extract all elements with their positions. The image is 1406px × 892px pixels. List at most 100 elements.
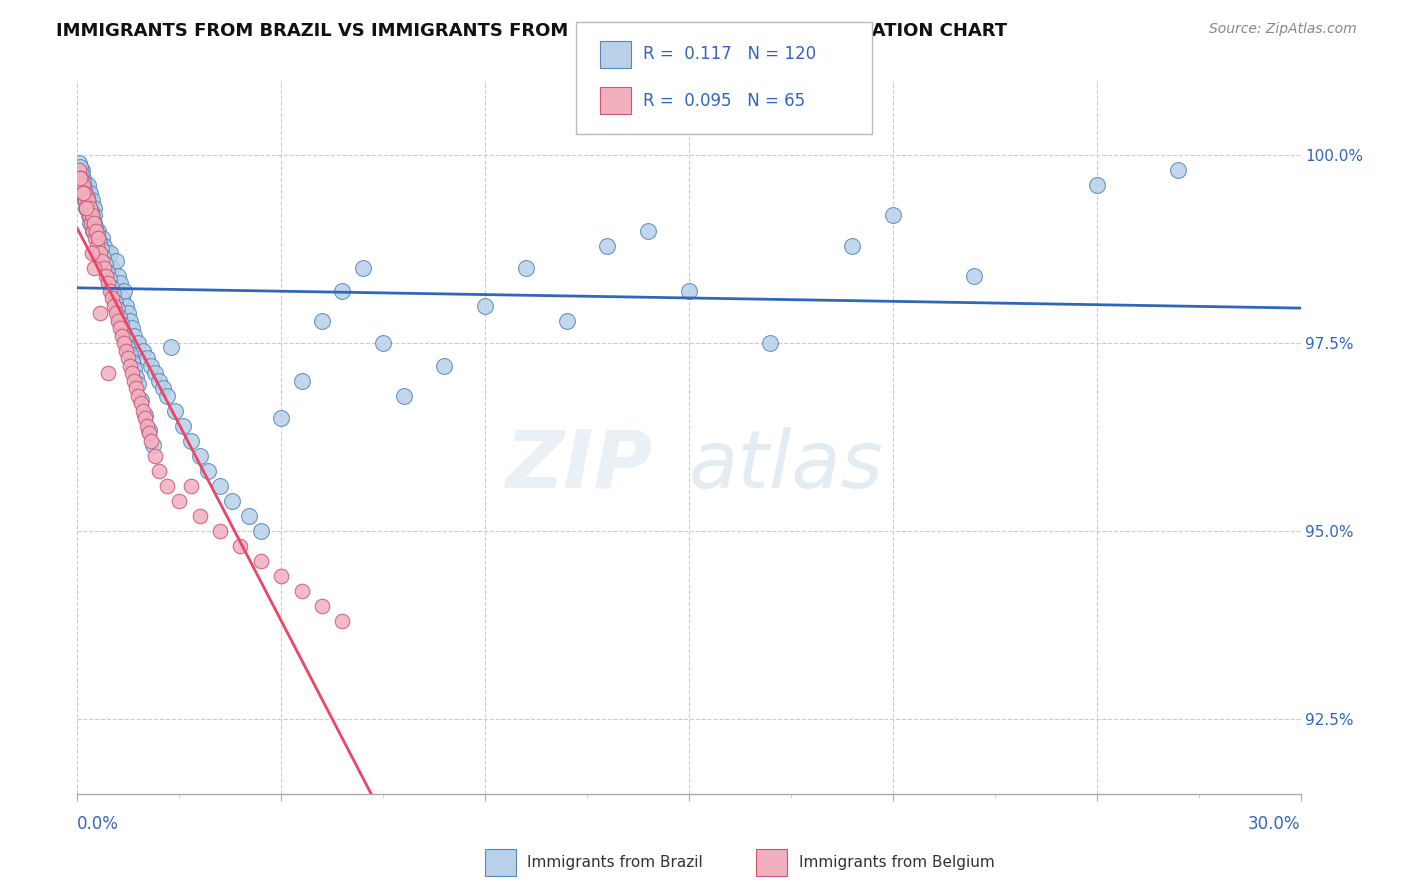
Point	[882, 209, 904, 223]
Point	[108, 310, 131, 324]
Point	[110, 318, 132, 332]
Point	[332, 614, 354, 628]
Point	[82, 223, 104, 237]
Point	[515, 261, 537, 276]
Point	[89, 246, 111, 260]
Point	[84, 223, 107, 237]
Point	[121, 355, 143, 369]
Point	[107, 284, 129, 298]
Point	[188, 449, 211, 463]
Point	[72, 178, 94, 193]
Point	[70, 170, 93, 185]
Point	[67, 156, 90, 170]
Point	[98, 246, 121, 260]
Text: atlas: atlas	[689, 426, 884, 505]
Point	[392, 389, 415, 403]
Point	[96, 265, 118, 279]
Point	[94, 268, 117, 283]
Point	[100, 280, 122, 294]
Point	[371, 336, 394, 351]
Point	[77, 209, 100, 223]
Text: Immigrants from Belgium: Immigrants from Belgium	[799, 855, 994, 870]
Point	[77, 197, 100, 211]
Point	[83, 216, 105, 230]
Point	[270, 411, 292, 425]
Point	[129, 396, 152, 410]
Point	[111, 291, 134, 305]
Point	[72, 186, 94, 200]
Point	[352, 261, 374, 276]
Point	[69, 163, 91, 178]
Point	[124, 370, 146, 384]
Point	[77, 209, 100, 223]
Point	[128, 389, 150, 403]
Point	[69, 160, 91, 174]
Point	[69, 178, 91, 193]
Point	[70, 186, 93, 200]
Point	[107, 268, 129, 283]
Point	[188, 508, 211, 523]
Point	[238, 508, 260, 523]
Point	[121, 321, 143, 335]
Point	[160, 340, 183, 354]
Point	[108, 276, 131, 290]
Point	[124, 374, 146, 388]
Point	[98, 284, 121, 298]
Point	[70, 178, 93, 193]
Point	[91, 250, 114, 264]
Point	[112, 336, 135, 351]
Point	[83, 219, 105, 234]
Point	[75, 186, 97, 200]
Point	[105, 253, 128, 268]
Point	[125, 381, 148, 395]
Point	[84, 223, 107, 237]
Point	[83, 231, 105, 245]
Point	[129, 392, 152, 407]
Point	[80, 209, 103, 223]
Point	[114, 333, 136, 347]
Text: IMMIGRANTS FROM BRAZIL VS IMMIGRANTS FROM BELGIUM 1ST GRADE CORRELATION CHART: IMMIGRANTS FROM BRAZIL VS IMMIGRANTS FRO…	[56, 22, 1007, 40]
Point	[79, 201, 101, 215]
Point	[75, 186, 97, 200]
Point	[93, 238, 115, 252]
Point	[103, 287, 125, 301]
Point	[291, 584, 314, 599]
Point	[115, 299, 138, 313]
Point	[120, 359, 142, 373]
Point	[80, 209, 103, 223]
Point	[180, 434, 202, 448]
Point	[98, 272, 121, 286]
Text: 0.0%: 0.0%	[77, 815, 120, 833]
Point	[134, 411, 156, 425]
Point	[165, 404, 187, 418]
Point	[108, 321, 131, 335]
Point	[72, 170, 94, 185]
Point	[79, 216, 101, 230]
Point	[101, 261, 124, 276]
Point	[759, 336, 782, 351]
Point	[122, 362, 145, 376]
Point	[433, 359, 456, 373]
Point	[135, 418, 157, 433]
Point	[89, 246, 111, 260]
Point	[112, 325, 135, 339]
Point	[135, 351, 157, 366]
Point	[112, 284, 135, 298]
Point	[209, 524, 232, 538]
Point	[1167, 163, 1189, 178]
Point	[83, 216, 105, 230]
Point	[103, 276, 125, 290]
Point	[79, 186, 101, 200]
Point	[94, 261, 117, 276]
Point	[117, 340, 139, 354]
Point	[90, 242, 112, 256]
Point	[97, 276, 120, 290]
Point	[90, 253, 112, 268]
Point	[76, 190, 98, 204]
Point	[250, 524, 273, 538]
Point	[209, 479, 232, 493]
Point	[131, 343, 153, 358]
Point	[143, 449, 166, 463]
Point	[101, 291, 124, 305]
Point	[117, 306, 139, 320]
